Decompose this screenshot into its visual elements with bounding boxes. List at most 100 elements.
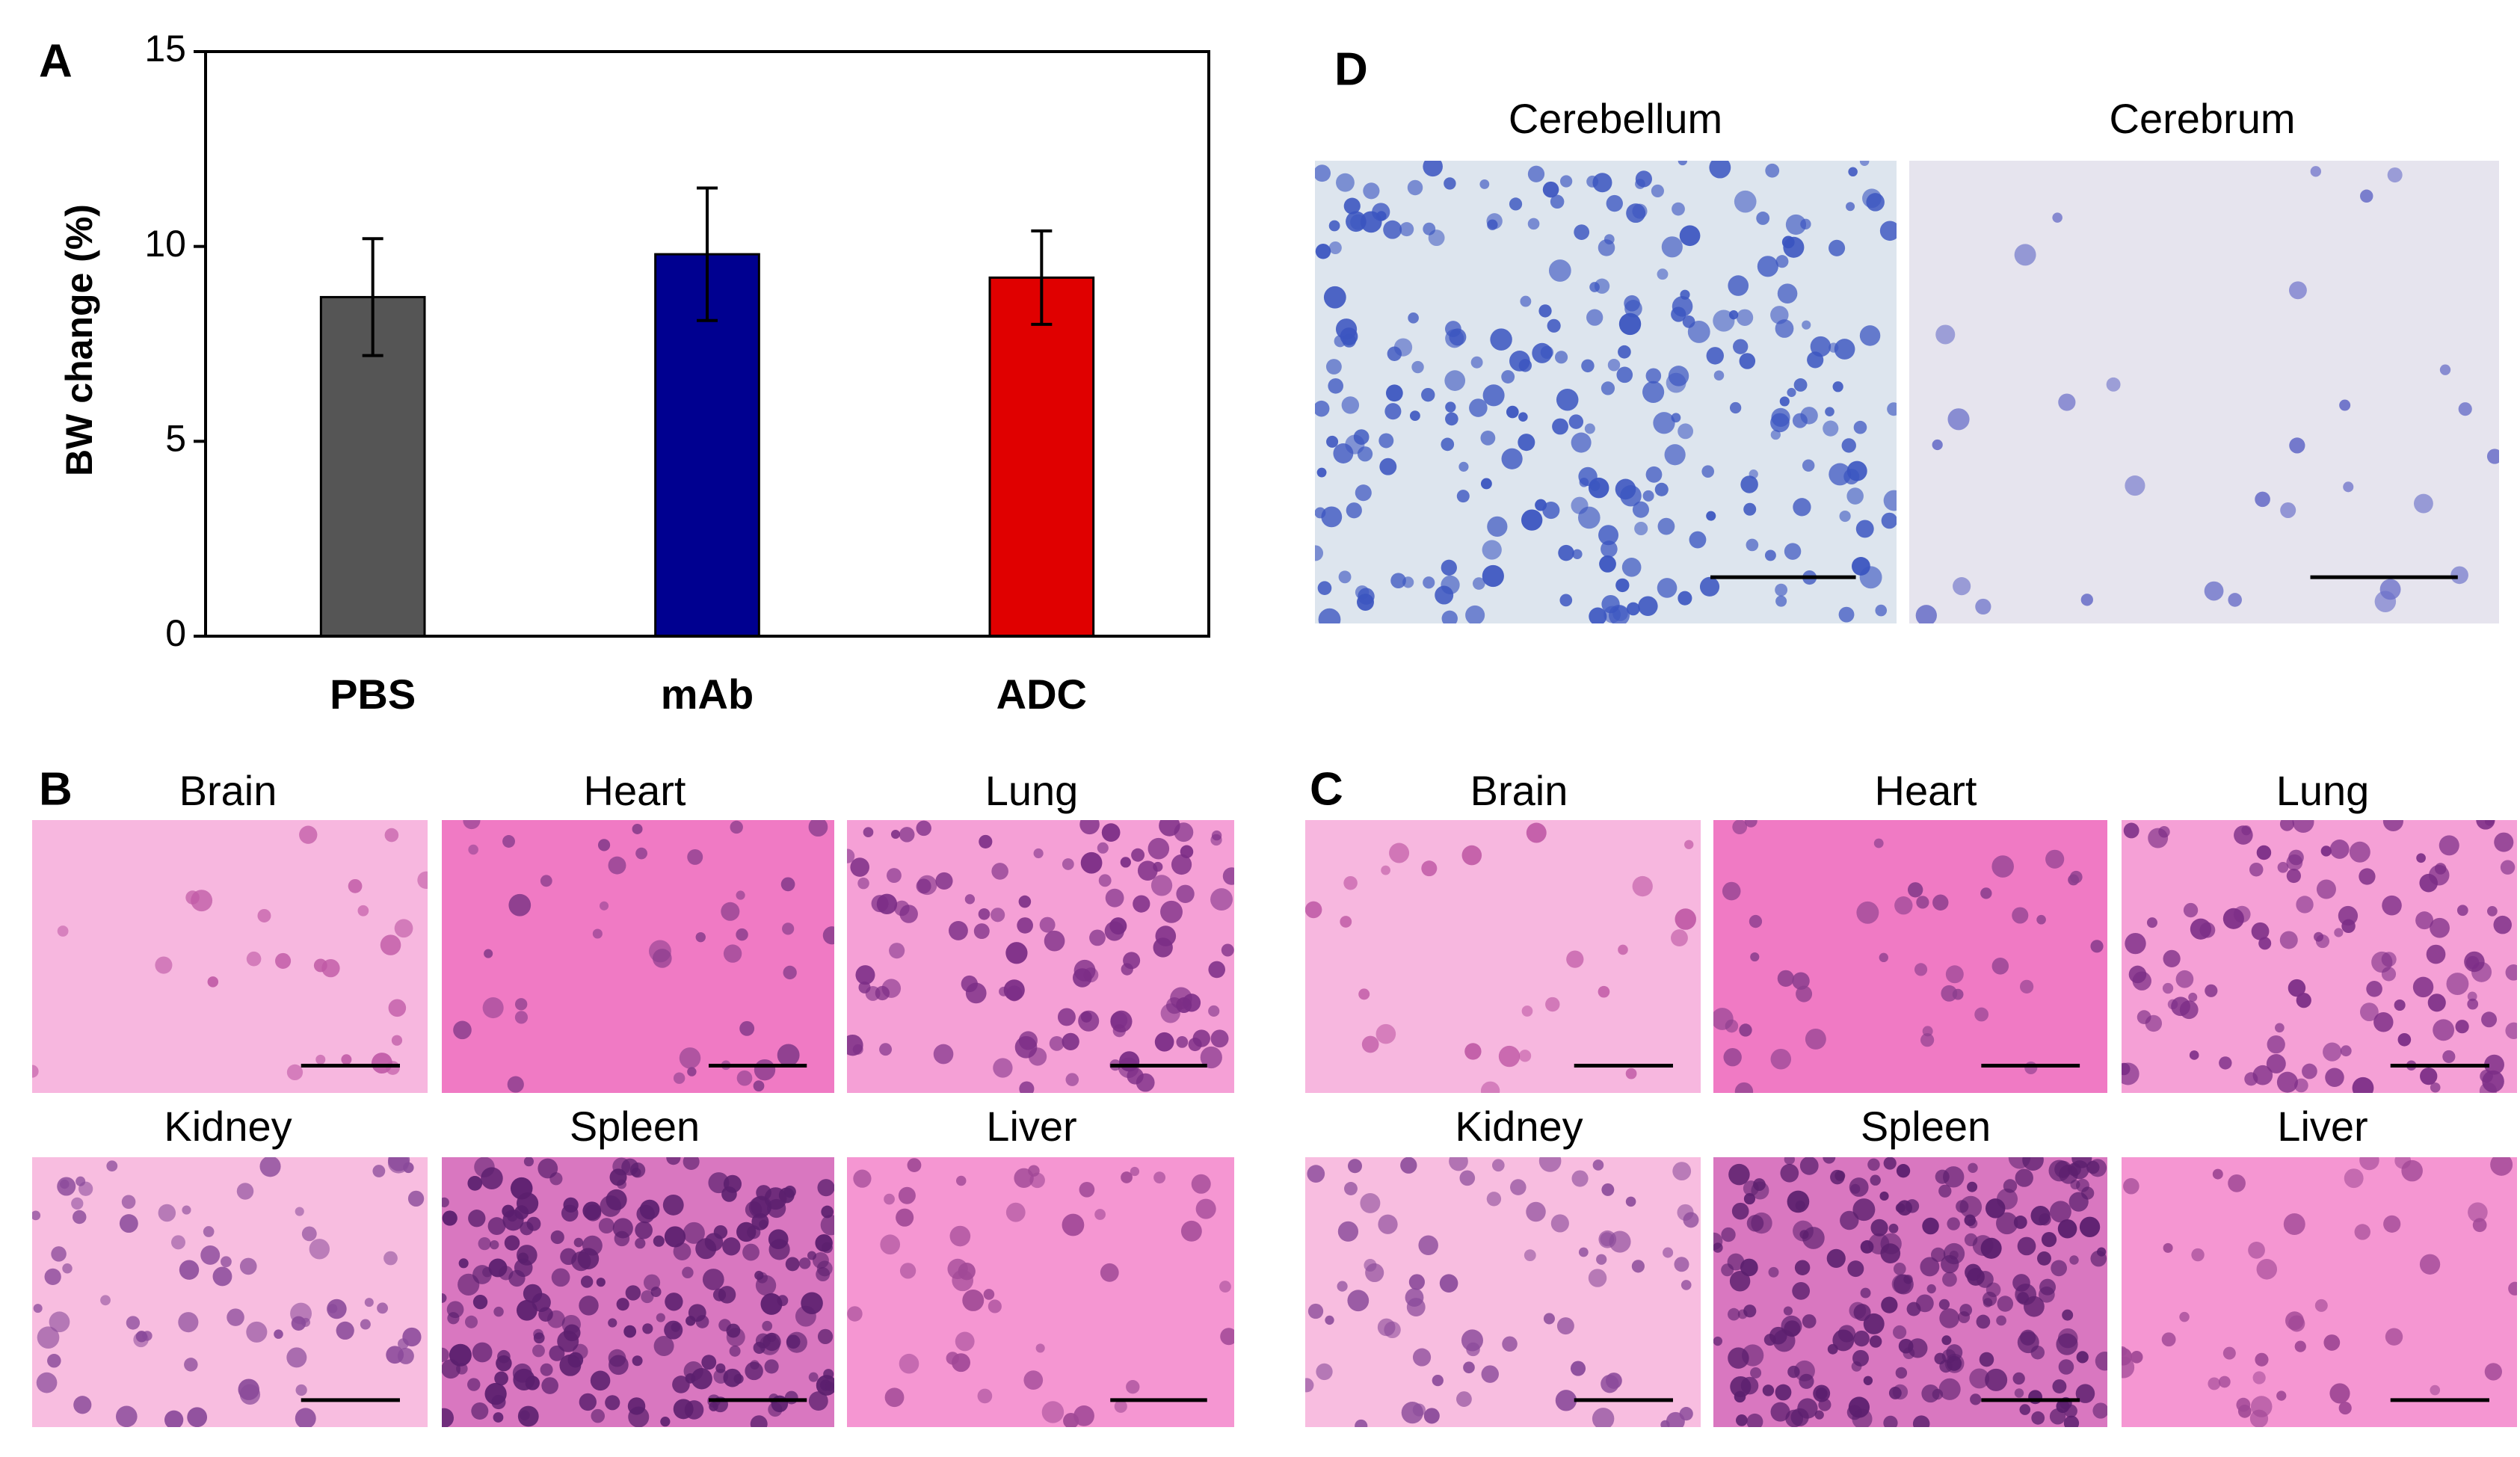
nucleus xyxy=(955,1175,967,1186)
nucleus xyxy=(1572,549,1583,559)
nucleus xyxy=(1893,1263,1906,1275)
nucleus xyxy=(561,1314,581,1334)
nucleus xyxy=(1558,544,1574,561)
nucleus xyxy=(2188,992,2198,1002)
nucleus xyxy=(274,1329,283,1339)
nucleus xyxy=(2095,1352,2107,1371)
nucleus xyxy=(1870,1174,1881,1186)
nucleus xyxy=(1150,875,1173,896)
nucleus xyxy=(1930,1247,1946,1263)
nucleus xyxy=(1739,353,1756,369)
nucleus xyxy=(916,878,931,894)
nucleus xyxy=(1770,306,1789,324)
nucleus xyxy=(577,1248,600,1270)
nucleus xyxy=(32,1065,39,1078)
nucleus xyxy=(762,1320,773,1331)
nucleus xyxy=(1744,820,1757,828)
nucleus xyxy=(1521,1005,1533,1017)
nucleus xyxy=(1674,1257,1689,1272)
nucleus xyxy=(2340,1045,2352,1057)
nucleus xyxy=(236,1183,254,1200)
image-title: Liver xyxy=(986,1103,1076,1150)
nucleus xyxy=(364,1298,374,1307)
nucleus xyxy=(1731,1202,1749,1220)
nucleus xyxy=(628,1406,650,1427)
nucleus xyxy=(1130,1166,1140,1177)
nucleus xyxy=(1346,502,1362,519)
nucleus xyxy=(1347,1290,1370,1312)
nucleus xyxy=(1915,605,1937,623)
nucleus xyxy=(472,1342,493,1363)
nucleus xyxy=(1182,994,1201,1012)
nucleus xyxy=(1337,1281,1348,1292)
nucleus xyxy=(649,940,671,963)
nucleus xyxy=(1805,1028,1826,1050)
nucleus xyxy=(962,1289,985,1311)
nucleus xyxy=(2275,1023,2285,1033)
image-title: Lung xyxy=(985,767,1079,814)
nucleus xyxy=(742,1243,760,1261)
nucleus xyxy=(275,952,292,969)
nucleus xyxy=(1626,203,1646,224)
nucleus xyxy=(612,1218,633,1239)
nucleus xyxy=(2279,931,2298,949)
nucleus xyxy=(2401,1159,2423,1182)
nucleus xyxy=(1840,1210,1859,1230)
nucleus xyxy=(1472,577,1485,590)
nucleus xyxy=(1379,458,1397,475)
nucleus xyxy=(1869,1335,1882,1348)
image-title: Spleen xyxy=(1861,1103,1991,1150)
nucleus xyxy=(1601,1375,1619,1393)
tissue-detail xyxy=(847,820,1234,1093)
nucleus xyxy=(1601,540,1618,558)
nucleus xyxy=(1133,895,1150,913)
nucleus xyxy=(1626,602,1640,616)
nucleus xyxy=(1479,179,1490,189)
nucleus xyxy=(1827,1343,1838,1355)
nucleus xyxy=(768,1229,789,1250)
nucleus xyxy=(1964,1214,1977,1227)
nucleus xyxy=(1147,837,1170,860)
nucleus xyxy=(739,1020,755,1036)
nucleus xyxy=(1784,1320,1801,1337)
nucleus xyxy=(471,1402,489,1420)
nucleus xyxy=(1728,1163,1750,1186)
nucleus xyxy=(1502,1336,1518,1352)
nucleus xyxy=(2125,932,2146,955)
nucleus xyxy=(2049,1201,2071,1223)
nucleus xyxy=(227,1308,244,1326)
nucleus xyxy=(1938,1299,1950,1310)
nucleus xyxy=(899,905,918,923)
nucleus xyxy=(1713,370,1725,381)
nucleus xyxy=(2179,1311,2190,1322)
nucleus xyxy=(609,1355,629,1376)
nucleus xyxy=(2476,820,2495,830)
image-title: Brain xyxy=(179,767,277,814)
nucleus xyxy=(1014,1036,1038,1059)
nucleus xyxy=(1200,1046,1222,1069)
nucleus xyxy=(508,893,532,917)
nucleus xyxy=(57,925,69,937)
nucleus xyxy=(1598,239,1615,256)
nucleus xyxy=(1589,282,1600,292)
nucleus xyxy=(1210,834,1222,846)
nucleus xyxy=(1083,967,1099,983)
nucleus xyxy=(1423,1408,1440,1424)
nucleus xyxy=(1893,1325,1907,1340)
nucleus xyxy=(482,997,504,1019)
nucleus xyxy=(1463,1361,1475,1374)
nucleus xyxy=(2045,849,2065,869)
nucleus xyxy=(1770,413,1790,433)
nucleus xyxy=(1057,1008,1076,1026)
nucleus xyxy=(988,1299,1002,1313)
nucleus xyxy=(1524,1249,1536,1262)
nucleus xyxy=(1751,1212,1772,1234)
nucleus xyxy=(1853,1330,1870,1347)
nucleus xyxy=(871,895,889,913)
nucleus xyxy=(2191,1248,2205,1262)
nucleus xyxy=(1879,221,1897,241)
nucleus xyxy=(2079,1216,2101,1238)
nucleus xyxy=(1907,882,1923,898)
nucleus xyxy=(1942,1272,1957,1287)
nucleus xyxy=(321,958,340,978)
